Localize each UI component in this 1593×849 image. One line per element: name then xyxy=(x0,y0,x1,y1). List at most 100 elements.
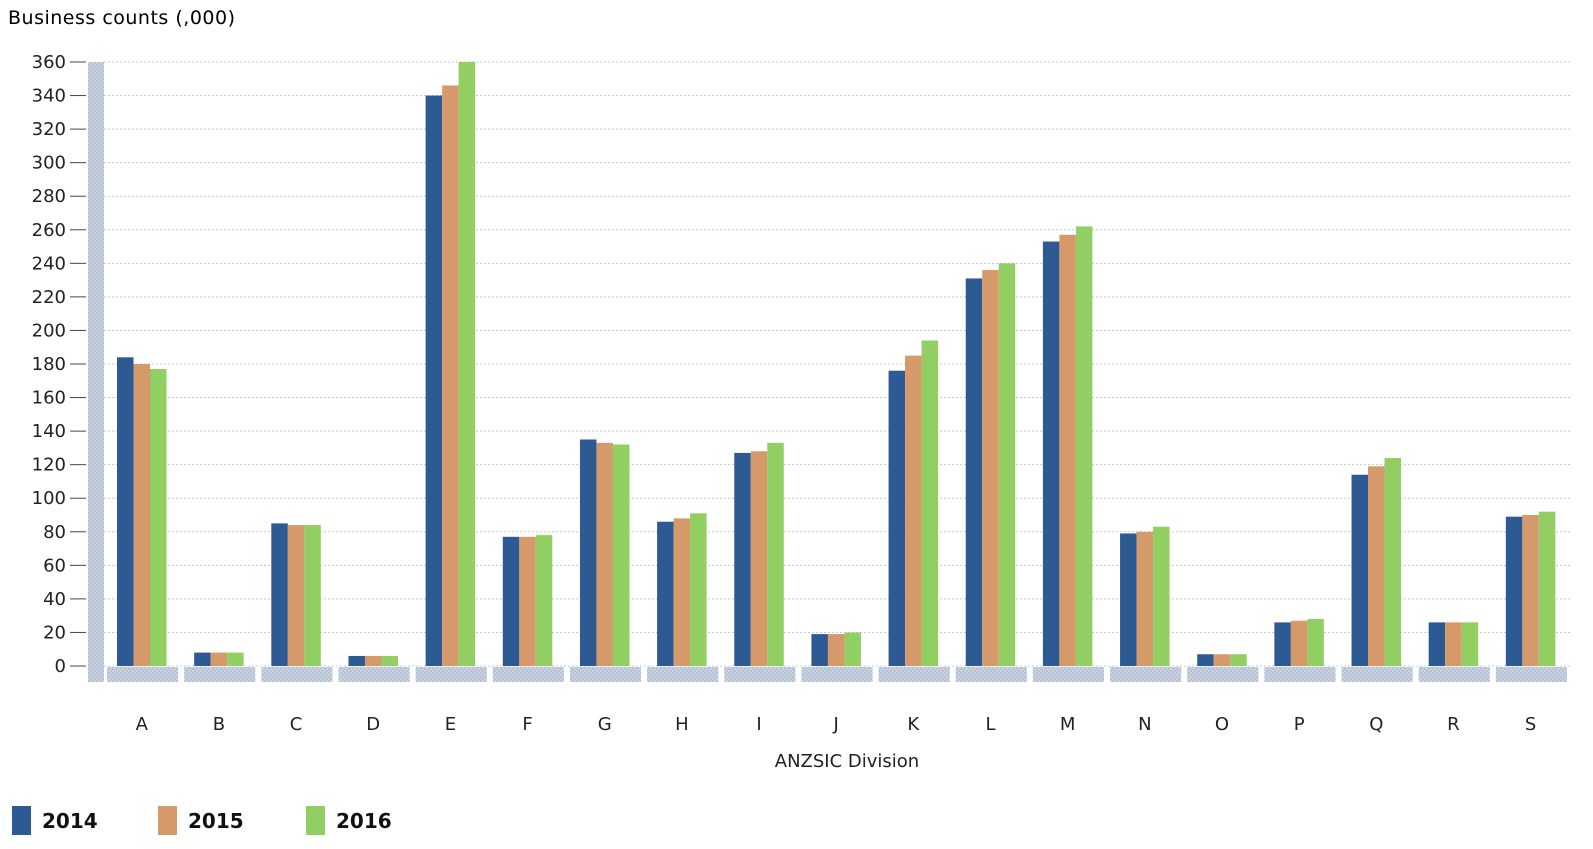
y-tick-label: 80 xyxy=(43,522,66,543)
y-tick-label: 40 xyxy=(43,589,66,610)
legend-label-2014: 2014 xyxy=(42,809,98,833)
bar-2014-C xyxy=(271,523,288,666)
bar-2015-Q xyxy=(1368,466,1385,666)
x-tick-label: I xyxy=(756,714,761,735)
x-axis-band xyxy=(184,667,256,682)
legend-swatch-2014 xyxy=(12,806,31,835)
bar-2014-S xyxy=(1505,516,1523,666)
x-axis-band xyxy=(801,667,873,682)
x-tick-label: N xyxy=(1138,714,1151,735)
x-tick-label: P xyxy=(1294,714,1305,735)
bar-2015-C xyxy=(287,525,305,666)
legend-label-2015: 2015 xyxy=(188,809,244,833)
bar-2016-L xyxy=(998,263,1016,666)
bar-2015-B xyxy=(210,652,228,666)
y-tick-label: 220 xyxy=(32,287,66,308)
bar-2014-M xyxy=(1042,241,1060,666)
x-axis-ticks: A B C D E F G H I J K L M N O P Q R S xyxy=(136,714,1537,735)
bar-2014-L xyxy=(965,278,983,666)
bar-2014-E xyxy=(425,95,443,667)
bar-2015-N xyxy=(1136,531,1154,666)
x-tick-label: M xyxy=(1060,714,1076,735)
y-tick-label: 240 xyxy=(32,253,66,274)
x-axis-band xyxy=(1495,667,1567,682)
x-axis-band xyxy=(878,667,950,682)
bar-2014-I xyxy=(734,452,751,666)
gridlines xyxy=(104,61,1570,667)
bar-2015-I xyxy=(750,451,768,666)
bar-2014-J xyxy=(811,634,828,666)
x-axis-band xyxy=(1341,667,1413,682)
x-tick-label: J xyxy=(833,714,839,735)
y-tick-label: 140 xyxy=(32,421,66,442)
x-tick-label: Q xyxy=(1369,714,1383,735)
bar-2015-E xyxy=(442,85,459,666)
x-axis-band xyxy=(415,667,487,682)
y-tick-label: 20 xyxy=(43,622,66,643)
bar-2016-S xyxy=(1538,511,1556,666)
x-tick-label: O xyxy=(1215,714,1229,735)
bar-2016-M xyxy=(1075,226,1093,666)
bar-2015-S xyxy=(1522,515,1539,666)
x-axis-band xyxy=(724,667,796,682)
legend-swatch-2015 xyxy=(158,806,177,835)
bar-2016-B xyxy=(227,652,244,666)
x-tick-label: F xyxy=(522,714,532,735)
y-tick-label: 0 xyxy=(55,656,66,677)
bar-2016-K xyxy=(921,340,939,666)
x-tick-label: E xyxy=(445,714,456,735)
bar-2014-Q xyxy=(1351,474,1369,666)
bar-2015-H xyxy=(673,518,691,666)
bar-2014-F xyxy=(502,536,520,666)
y-tick-label: 180 xyxy=(32,354,66,375)
bar-2014-R xyxy=(1428,622,1446,666)
x-axis-band xyxy=(1264,667,1336,682)
bar-2014-H xyxy=(657,521,674,666)
x-axis-band xyxy=(569,667,642,682)
x-axis-band xyxy=(1187,667,1259,682)
x-axis-band xyxy=(1110,667,1182,682)
x-tick-label: A xyxy=(136,714,149,735)
x-axis-title: ANZSIC Division xyxy=(775,751,919,772)
bar-2016-N xyxy=(1153,526,1170,666)
y-axis-ticks: 0 20 40 60 80 100 120 140 160 180 200 220 240 260 280 3… xyxy=(32,52,86,677)
bar-2015-A xyxy=(133,364,150,666)
y-tick-label: 340 xyxy=(32,86,66,107)
x-tick-label: C xyxy=(290,714,303,735)
bar-2014-N xyxy=(1120,533,1137,666)
bar-2015-M xyxy=(1059,234,1076,667)
y-tick-label: 320 xyxy=(32,119,66,140)
bar-2015-O xyxy=(1213,654,1231,666)
bar-2015-J xyxy=(827,634,845,666)
bar-2015-G xyxy=(596,442,613,666)
bar-2015-L xyxy=(982,270,999,666)
bar-2014-B xyxy=(194,652,211,666)
bar-2015-D xyxy=(364,655,382,666)
y-axis-band xyxy=(88,62,104,682)
x-tick-label: B xyxy=(213,714,225,735)
bar-2016-E xyxy=(458,62,476,666)
bar-2016-H xyxy=(690,513,707,666)
bar-2014-A xyxy=(117,357,134,666)
x-tick-label: S xyxy=(1525,714,1536,735)
axis-decoration xyxy=(88,62,1567,682)
x-axis-band xyxy=(261,667,333,682)
bar-2015-P xyxy=(1290,620,1308,666)
bar-2016-C xyxy=(304,525,321,666)
x-axis-band xyxy=(492,667,564,682)
y-tick-label: 300 xyxy=(32,153,66,174)
bar-2016-D xyxy=(381,655,398,666)
bar-2014-K xyxy=(888,370,906,666)
bar-2014-G xyxy=(579,439,597,666)
bar-2015-R xyxy=(1445,622,1462,666)
legend: 2014 2015 2016 xyxy=(12,806,392,835)
x-tick-label: D xyxy=(366,714,380,735)
legend-swatch-2016 xyxy=(306,806,325,835)
x-tick-label: R xyxy=(1447,714,1460,735)
y-tick-label: 100 xyxy=(32,488,66,509)
x-tick-label: G xyxy=(598,714,612,735)
bar-2015-K xyxy=(905,355,922,666)
y-tick-label: 280 xyxy=(32,186,66,207)
legend-label-2016: 2016 xyxy=(336,809,392,833)
